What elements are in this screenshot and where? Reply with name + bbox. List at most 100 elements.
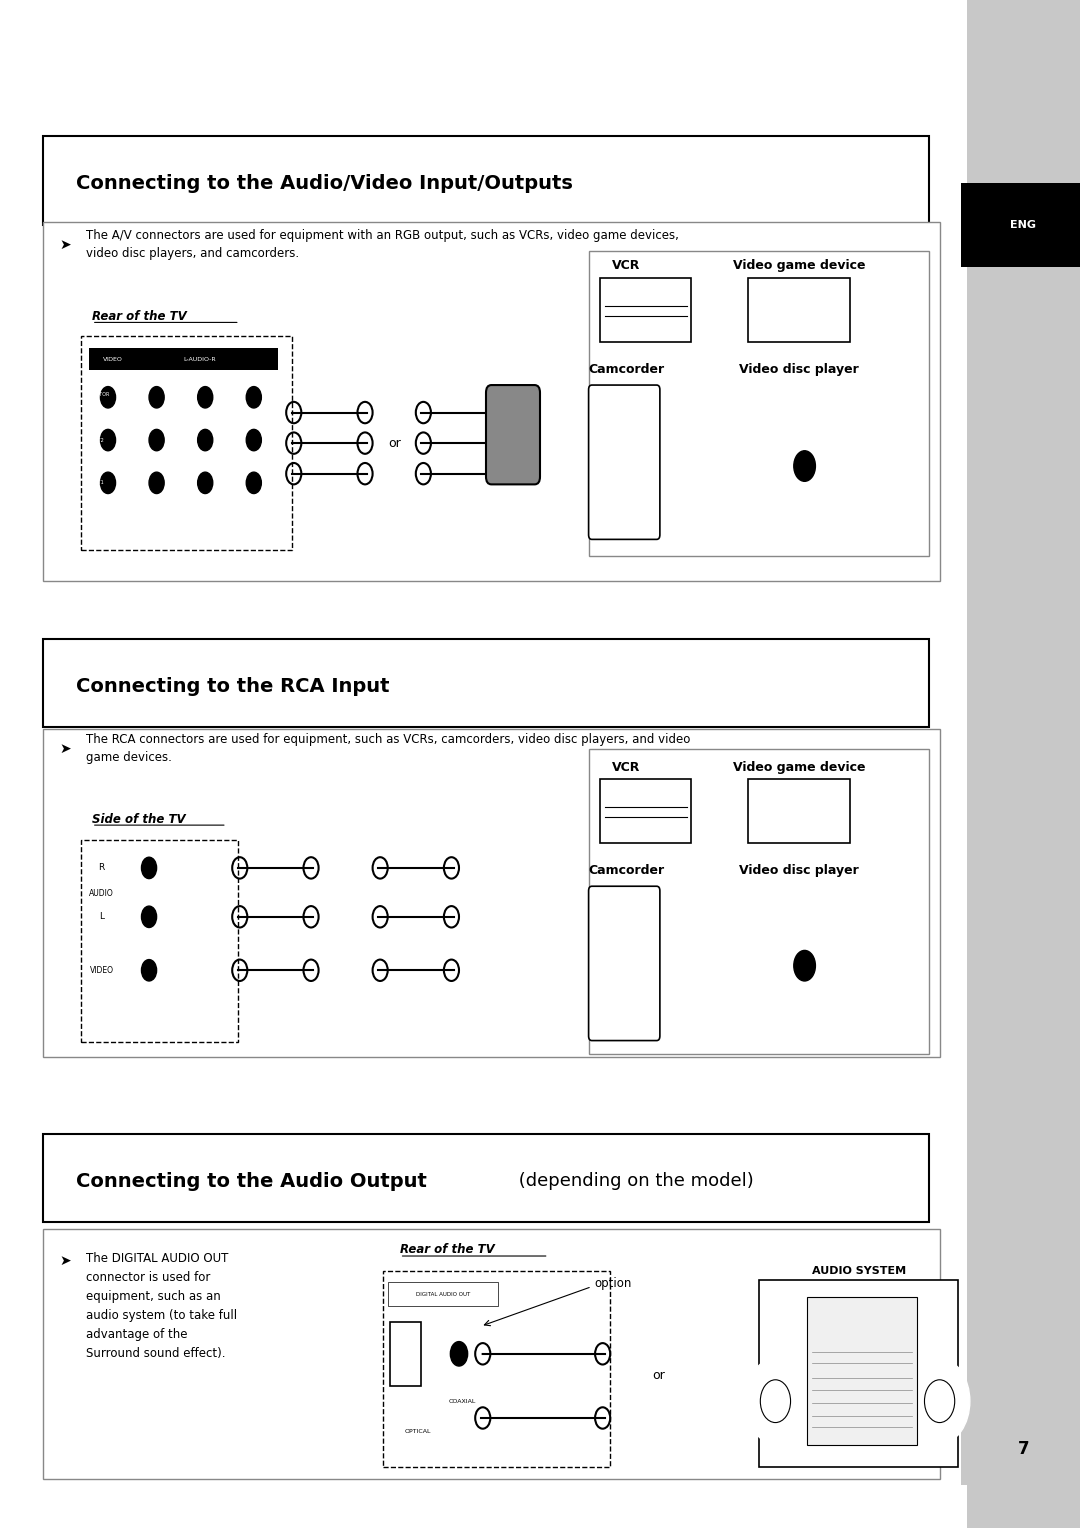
FancyBboxPatch shape xyxy=(43,1134,929,1222)
Text: L-AUDIO-R: L-AUDIO-R xyxy=(184,356,216,362)
Text: Video disc player: Video disc player xyxy=(740,865,859,877)
FancyBboxPatch shape xyxy=(600,779,691,843)
Text: Rear of the TV: Rear of the TV xyxy=(92,310,187,322)
FancyBboxPatch shape xyxy=(388,1282,498,1306)
Circle shape xyxy=(190,419,220,461)
Circle shape xyxy=(141,960,157,981)
Text: VCR: VCR xyxy=(612,260,640,272)
Text: L: L xyxy=(99,912,104,921)
Circle shape xyxy=(764,908,846,1024)
Circle shape xyxy=(246,472,261,494)
Text: Connecting to the Audio/Video Input/Outputs: Connecting to the Audio/Video Input/Outp… xyxy=(76,174,572,193)
FancyBboxPatch shape xyxy=(600,278,691,342)
Circle shape xyxy=(437,1323,481,1384)
FancyBboxPatch shape xyxy=(748,779,850,843)
FancyBboxPatch shape xyxy=(589,251,929,556)
Text: 7: 7 xyxy=(1017,1439,1029,1458)
Text: ➤: ➤ xyxy=(59,741,71,756)
Circle shape xyxy=(93,376,123,419)
Text: AUDIO SYSTEM: AUDIO SYSTEM xyxy=(811,1267,906,1276)
Circle shape xyxy=(246,429,261,451)
FancyBboxPatch shape xyxy=(748,278,850,342)
Circle shape xyxy=(239,376,269,419)
Text: Video game device: Video game device xyxy=(733,761,865,773)
Text: INPUT1: INPUT1 xyxy=(86,480,104,486)
Circle shape xyxy=(141,906,157,927)
Circle shape xyxy=(246,387,261,408)
Circle shape xyxy=(190,376,220,419)
Text: Video disc player: Video disc player xyxy=(740,364,859,376)
Text: ➤: ➤ xyxy=(59,237,71,252)
FancyBboxPatch shape xyxy=(81,840,238,1042)
Circle shape xyxy=(764,408,846,524)
Text: VIDEO: VIDEO xyxy=(90,966,113,975)
FancyBboxPatch shape xyxy=(89,348,278,370)
Circle shape xyxy=(149,472,164,494)
FancyBboxPatch shape xyxy=(383,1271,610,1467)
Text: option: option xyxy=(594,1277,632,1290)
Circle shape xyxy=(132,946,166,995)
Text: or: or xyxy=(388,437,401,449)
Circle shape xyxy=(198,472,213,494)
Circle shape xyxy=(100,429,116,451)
Circle shape xyxy=(794,950,815,981)
FancyBboxPatch shape xyxy=(43,1229,940,1479)
Circle shape xyxy=(190,461,220,504)
FancyBboxPatch shape xyxy=(759,1280,958,1467)
Text: R: R xyxy=(98,863,105,872)
Text: VCR: VCR xyxy=(612,761,640,773)
Circle shape xyxy=(239,419,269,461)
Text: The RCA connectors are used for equipment, such as VCRs, camcorders, video disc : The RCA connectors are used for equipmen… xyxy=(86,733,691,764)
Text: MONITOR
OUT: MONITOR OUT xyxy=(86,391,110,403)
Circle shape xyxy=(100,472,116,494)
Text: OPTICAL: OPTICAL xyxy=(405,1429,432,1435)
Circle shape xyxy=(198,387,213,408)
FancyBboxPatch shape xyxy=(589,886,660,1041)
FancyBboxPatch shape xyxy=(43,639,929,727)
Circle shape xyxy=(141,461,172,504)
FancyBboxPatch shape xyxy=(961,1412,1080,1485)
FancyBboxPatch shape xyxy=(43,222,940,581)
Text: The A/V connectors are used for equipment with an RGB output, such as VCRs, vide: The A/V connectors are used for equipmen… xyxy=(86,229,679,260)
Circle shape xyxy=(745,1358,806,1444)
Text: AUDIO: AUDIO xyxy=(90,889,113,898)
Text: Video game device: Video game device xyxy=(733,260,865,272)
Circle shape xyxy=(141,376,172,419)
Circle shape xyxy=(239,461,269,504)
Circle shape xyxy=(132,843,166,892)
FancyBboxPatch shape xyxy=(589,385,660,539)
Text: or: or xyxy=(652,1369,665,1381)
FancyBboxPatch shape xyxy=(589,749,929,1054)
FancyBboxPatch shape xyxy=(486,385,540,484)
Text: VIDEO: VIDEO xyxy=(103,356,122,362)
FancyBboxPatch shape xyxy=(961,183,1080,267)
Circle shape xyxy=(794,451,815,481)
Circle shape xyxy=(93,419,123,461)
Text: ENG: ENG xyxy=(1010,220,1037,231)
Circle shape xyxy=(909,1358,970,1444)
Text: ➤: ➤ xyxy=(59,1253,71,1268)
Circle shape xyxy=(996,186,1050,264)
Text: DIGITAL AUDIO OUT: DIGITAL AUDIO OUT xyxy=(416,1291,470,1297)
FancyBboxPatch shape xyxy=(43,729,940,1057)
Text: Side of the TV: Side of the TV xyxy=(92,813,186,825)
Circle shape xyxy=(198,429,213,451)
FancyBboxPatch shape xyxy=(43,136,929,225)
Circle shape xyxy=(149,387,164,408)
Text: COAXIAL: COAXIAL xyxy=(448,1398,476,1404)
Circle shape xyxy=(141,419,172,461)
FancyBboxPatch shape xyxy=(81,336,292,550)
Text: Rear of the TV: Rear of the TV xyxy=(400,1244,495,1256)
Circle shape xyxy=(93,461,123,504)
Text: INPUT2: INPUT2 xyxy=(86,437,104,443)
Circle shape xyxy=(141,857,157,879)
Circle shape xyxy=(149,429,164,451)
Text: Camcorder: Camcorder xyxy=(589,364,664,376)
Circle shape xyxy=(450,1342,468,1366)
Text: Connecting to the Audio Output: Connecting to the Audio Output xyxy=(76,1172,427,1190)
Text: Connecting to the RCA Input: Connecting to the RCA Input xyxy=(76,677,389,695)
Circle shape xyxy=(132,892,166,941)
Text: (depending on the model): (depending on the model) xyxy=(513,1172,754,1190)
FancyBboxPatch shape xyxy=(967,0,1080,1528)
Text: Camcorder: Camcorder xyxy=(589,865,664,877)
